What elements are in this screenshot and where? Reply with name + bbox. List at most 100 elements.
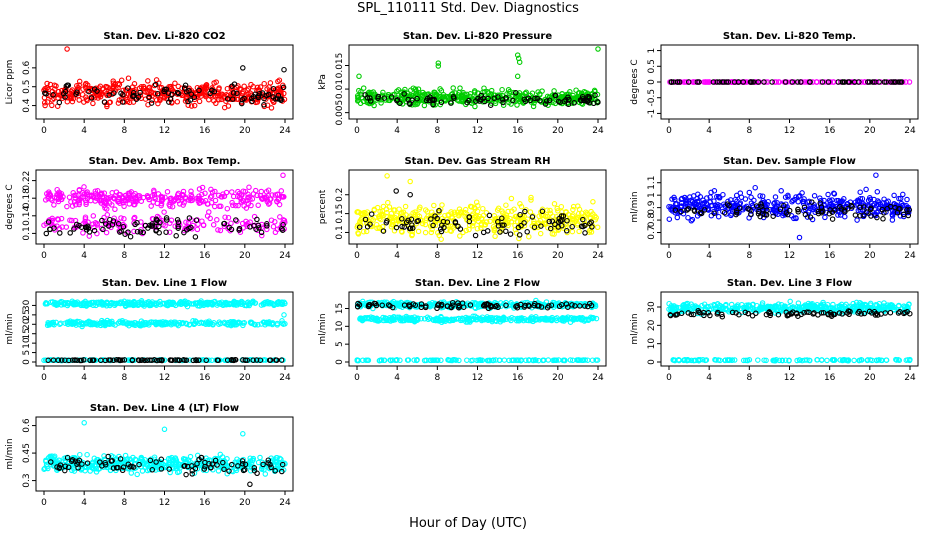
- data-point: [76, 78, 83, 85]
- data-point: [399, 216, 405, 222]
- data-point: [592, 92, 598, 98]
- data-point: [697, 194, 704, 200]
- series-2: [672, 199, 913, 222]
- data-point: [131, 215, 137, 222]
- data-point: [163, 217, 170, 223]
- data-point: [99, 317, 105, 324]
- x-tick-label: 4: [394, 126, 400, 136]
- data-point: [874, 214, 880, 221]
- data-point: [41, 222, 47, 228]
- data-point: [78, 224, 85, 230]
- data-point: [57, 230, 63, 236]
- data-point: [857, 213, 863, 219]
- data-point: [558, 213, 565, 219]
- data-point: [752, 184, 758, 191]
- data-point: [120, 224, 127, 230]
- data-point: [265, 299, 271, 305]
- data-point: [234, 90, 240, 97]
- data-point: [736, 205, 743, 211]
- data-point: [148, 203, 154, 209]
- data-point: [581, 88, 587, 95]
- panel-title: Stan. Dev. Line 2 Flow: [415, 278, 540, 289]
- data-point: [258, 302, 265, 308]
- data-point: [234, 218, 240, 224]
- y-tick-label: 1: [647, 48, 657, 54]
- x-tick-label: 0: [41, 373, 47, 383]
- data-point: [65, 82, 72, 88]
- x-tick-label: 4: [706, 251, 712, 261]
- data-point: [782, 79, 789, 85]
- data-point: [86, 193, 92, 199]
- data-point: [879, 206, 886, 213]
- data-point: [355, 231, 362, 237]
- data-point: [82, 197, 89, 204]
- data-point: [511, 206, 517, 212]
- data-point: [374, 225, 380, 231]
- data-point: [156, 357, 163, 363]
- data-point: [98, 190, 105, 196]
- data-point: [205, 301, 211, 307]
- data-point: [137, 89, 143, 96]
- data-point: [380, 228, 387, 234]
- data-point: [854, 217, 860, 223]
- data-point: [457, 233, 463, 239]
- data-point: [215, 227, 221, 233]
- data-point: [194, 93, 201, 99]
- data-point: [851, 79, 858, 85]
- data-point: [99, 217, 105, 224]
- data-point: [897, 79, 904, 85]
- data-point: [214, 217, 220, 223]
- data-point: [100, 226, 106, 233]
- data-point: [216, 86, 222, 93]
- y-tick-label: 0.4: [22, 98, 32, 113]
- data-point: [425, 213, 431, 219]
- x-tick-label: 12: [784, 373, 795, 383]
- data-point: [217, 227, 224, 234]
- data-point: [73, 91, 79, 97]
- data-point: [777, 206, 784, 212]
- data-point: [594, 224, 601, 231]
- panel-title: Stan. Dev. Li-820 CO2: [103, 31, 225, 42]
- data-point: [414, 95, 420, 102]
- data-point: [278, 188, 285, 194]
- data-point: [367, 98, 374, 104]
- x-tick-label: 20: [552, 126, 564, 136]
- data-point: [241, 320, 248, 326]
- data-point: [806, 79, 813, 85]
- data-point: [721, 209, 728, 216]
- data-point: [58, 302, 65, 308]
- y-tick-label: 0.15: [335, 204, 345, 224]
- data-point: [532, 95, 538, 102]
- data-point: [526, 233, 532, 240]
- data-point: [240, 225, 246, 231]
- data-point: [439, 202, 445, 208]
- data-point: [563, 97, 569, 103]
- data-point: [373, 221, 380, 228]
- x-tick-label: 16: [824, 373, 836, 383]
- data-point: [155, 100, 161, 107]
- data-point: [161, 357, 168, 363]
- data-point: [134, 220, 140, 226]
- data-point: [470, 211, 476, 217]
- data-point: [798, 79, 804, 85]
- data-point: [257, 357, 264, 363]
- data-point: [716, 194, 722, 201]
- x-tick-label: 16: [199, 126, 211, 136]
- data-point: [480, 205, 486, 212]
- data-point: [119, 299, 125, 305]
- data-point: [821, 197, 827, 204]
- data-point: [512, 213, 519, 220]
- data-point: [389, 215, 395, 222]
- data-point: [127, 194, 134, 200]
- data-point: [503, 202, 509, 208]
- scatter-panel-4: Stan. Dev. Amb. Box Temp.degrees C0 4 8 12 1…: [5, 156, 294, 261]
- data-point: [182, 357, 188, 363]
- data-point: [711, 188, 718, 194]
- data-point: [583, 97, 590, 103]
- data-point: [236, 190, 243, 197]
- data-point: [58, 357, 65, 363]
- data-point: [181, 229, 187, 236]
- data-point: [196, 87, 202, 94]
- scatter-panel-3: Stan. Dev. Li-820 Temp.degrees C0 4 8 12 16 2…: [630, 31, 919, 136]
